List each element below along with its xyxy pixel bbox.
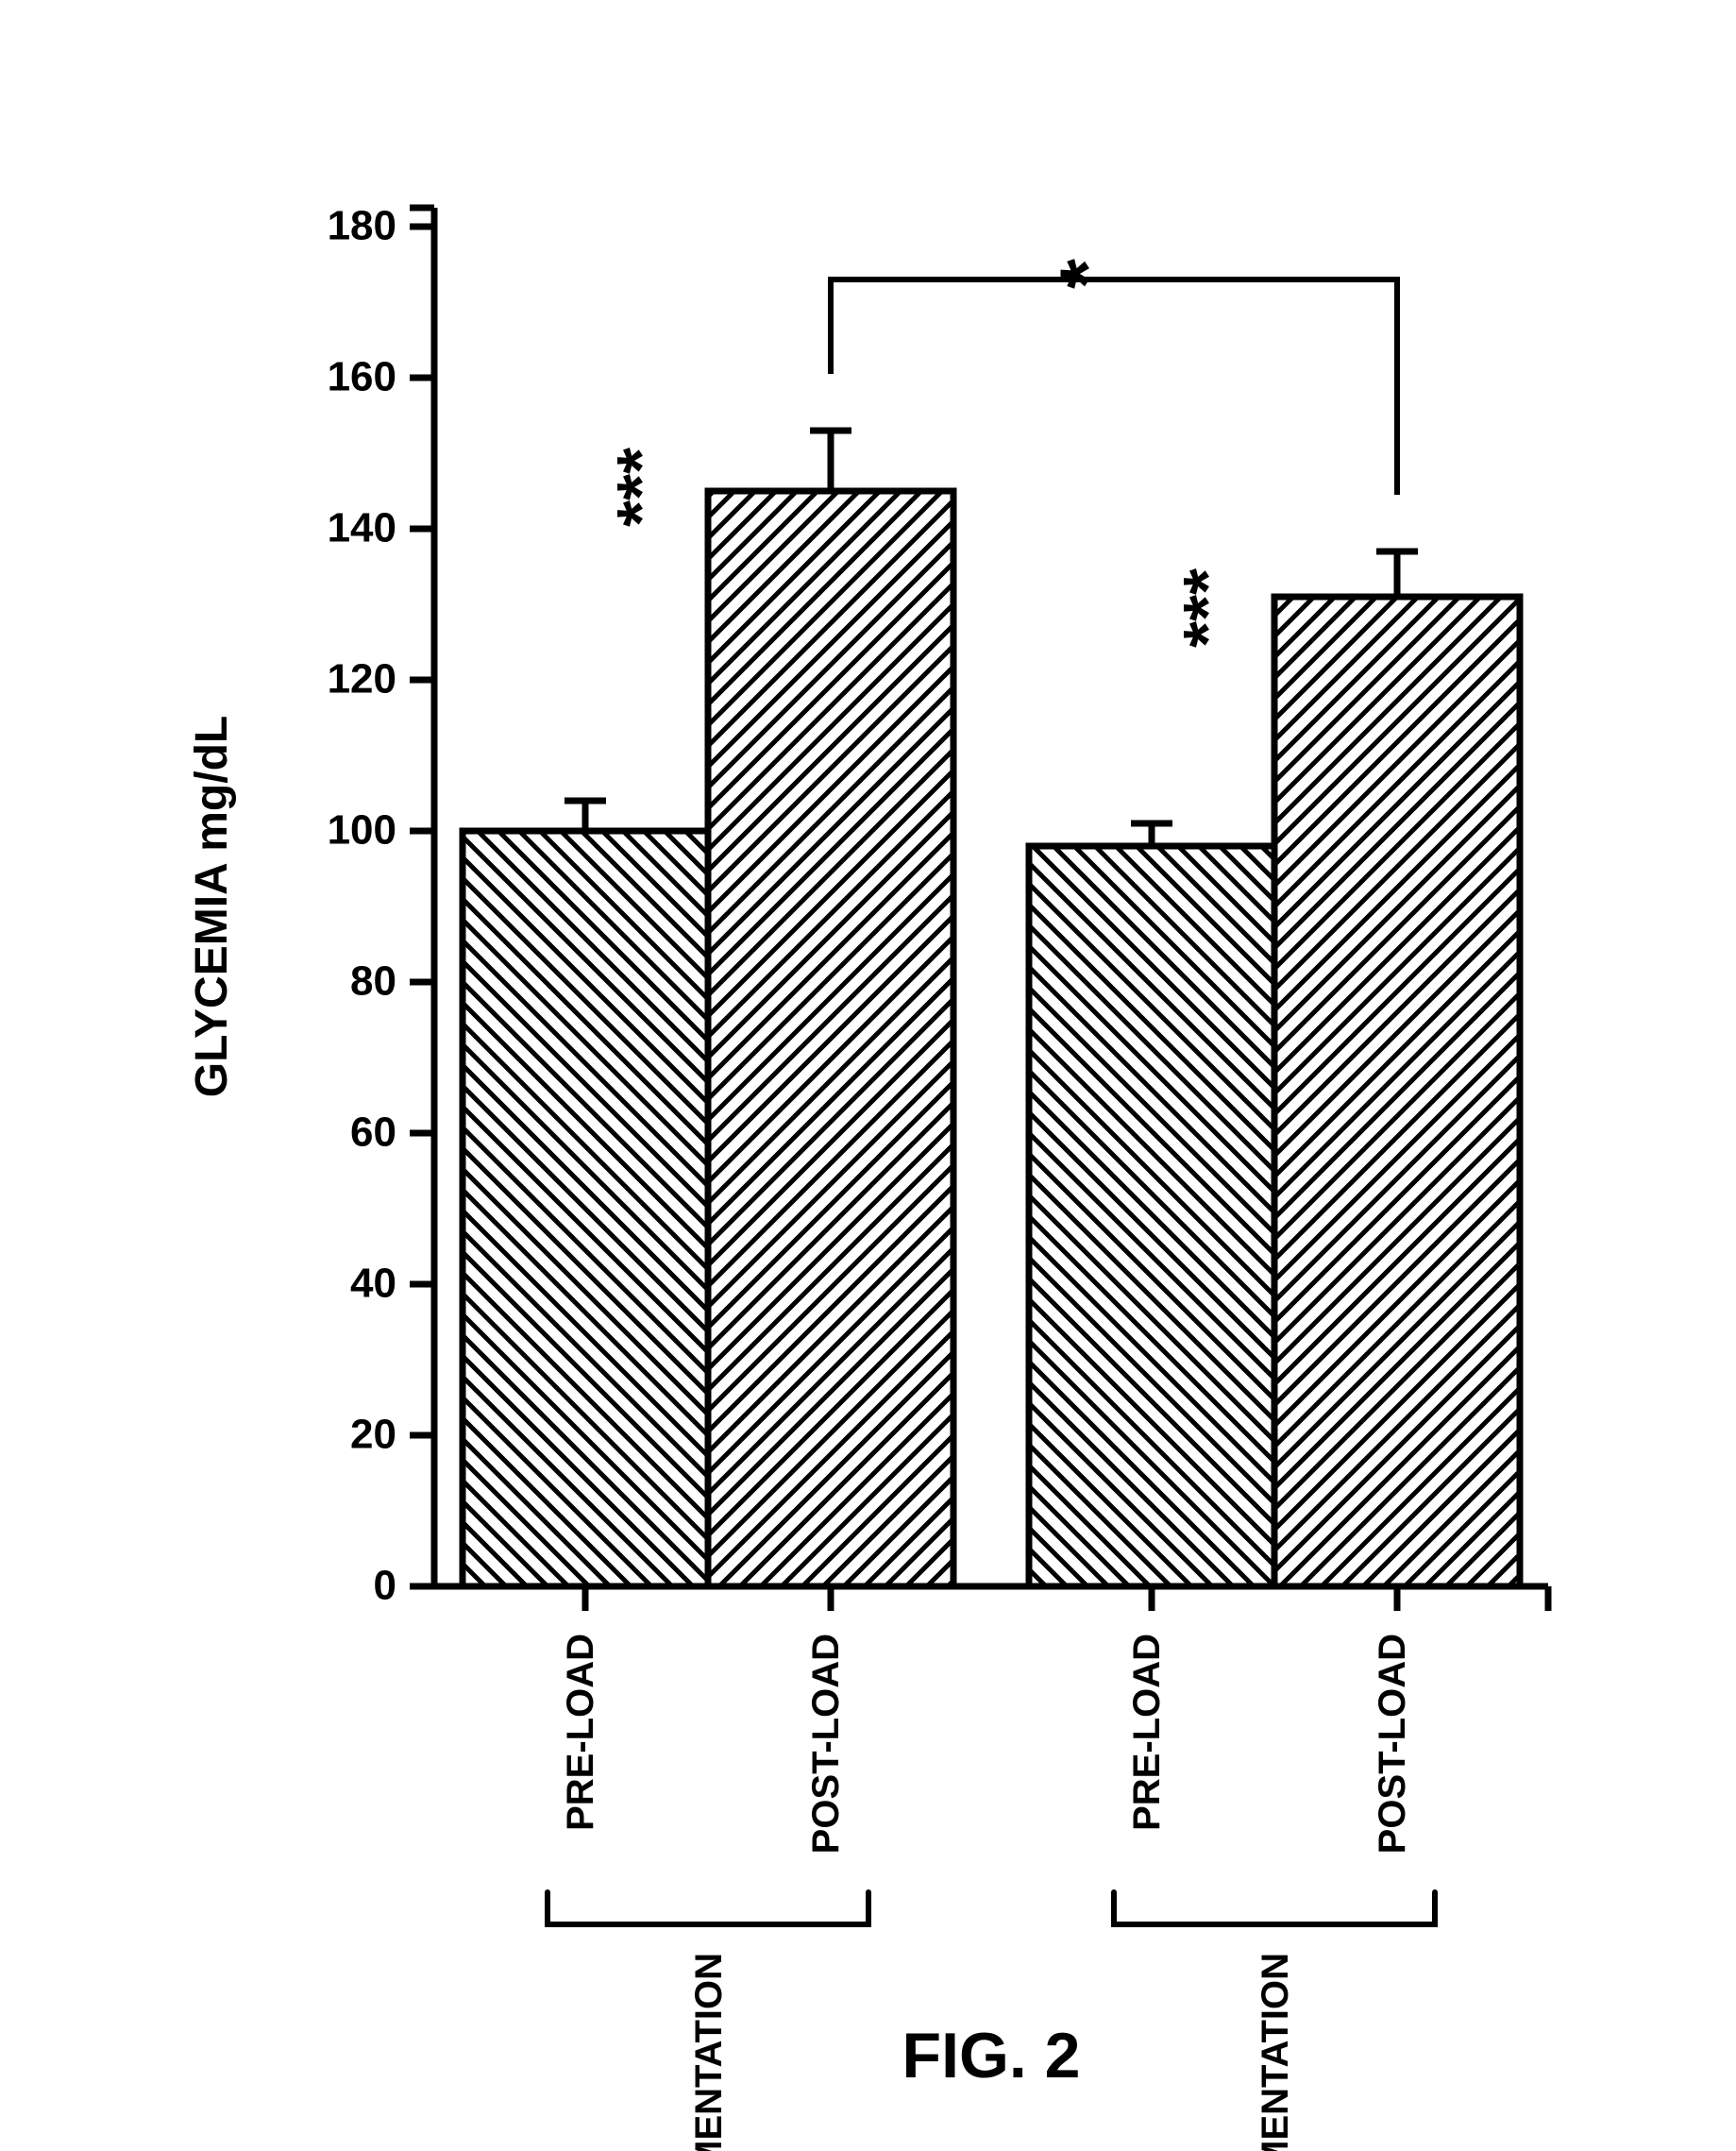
glycemia-bar-chart: 0 20 40 60 80 100 120 140 160 180 GLYCEMIA mg/dL PR…: [0, 0, 1736, 2151]
bar-label: PRE-LOAD: [1126, 1634, 1168, 1831]
group-label: BEFORE SUPPLEMENTATION: [688, 1953, 730, 2151]
figure-label: FIG. 2: [902, 2020, 1081, 2092]
y-tick-label: 120: [328, 656, 396, 703]
bar: [463, 831, 708, 1586]
significance-within: ***: [604, 448, 680, 527]
bar: [1274, 597, 1520, 1586]
bar: [1029, 846, 1274, 1586]
significance-within: ***: [1171, 568, 1246, 648]
y-tick-label: 80: [350, 958, 396, 1005]
group-bracket: [1114, 1892, 1435, 1924]
significance-bracket: [831, 279, 1397, 495]
y-tick-label: 20: [350, 1412, 396, 1458]
y-tick-label: 160: [328, 354, 396, 400]
bar-label: POST-LOAD: [1372, 1634, 1413, 1854]
y-tick-label: 40: [350, 1261, 396, 1307]
y-tick-label: 100: [328, 807, 396, 854]
y-tick-label: 180: [328, 203, 396, 249]
y-tick-label: 0: [374, 1563, 396, 1609]
y-axis-label: GLYCEMIA mg/dL: [187, 716, 237, 1097]
y-tick-label: 140: [328, 505, 396, 551]
significance-between: *: [1045, 259, 1131, 289]
bar-label: PRE-LOAD: [560, 1634, 601, 1831]
bar-label: POST-LOAD: [805, 1634, 847, 1854]
bar: [708, 491, 953, 1586]
y-tick-label: 60: [350, 1109, 396, 1156]
group-bracket: [548, 1892, 868, 1924]
group-label: AFTER SUPPLEMENTATION: [1255, 1953, 1296, 2151]
